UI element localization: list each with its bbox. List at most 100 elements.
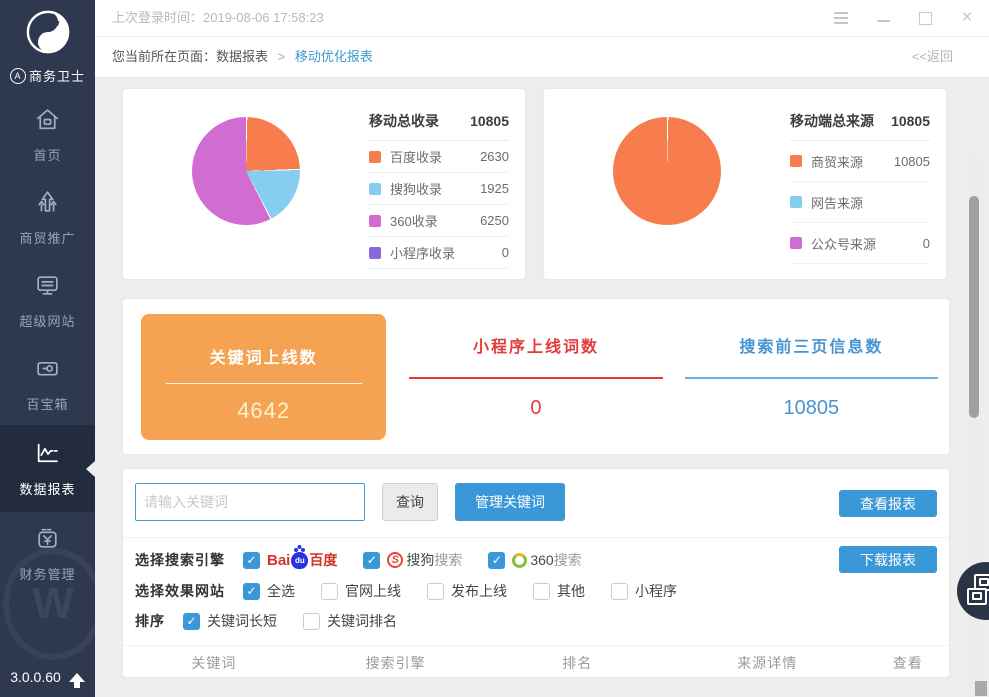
scrollbar-corner[interactable] [975,681,987,696]
checkbox-select-all[interactable] [243,582,260,600]
checkbox-publish-online[interactable] [427,582,444,600]
site-filter-label: 选择效果网站 [135,583,225,599]
table-header: 关键词 搜索引擎 排名 来源详情 查看 [123,645,949,680]
sidebar-item-data-report[interactable]: 数据报表 [0,425,95,512]
column-view: 查看 [892,655,923,671]
sidebar-item-label: 百宝箱 [26,396,69,412]
stacked-windows-icon [967,588,987,605]
sidebar-item-super-website[interactable]: 超级网站 [0,259,95,342]
pie-chart-mobile-index [192,117,300,225]
sidebar-item-promotion[interactable]: 商贸推广 [0,176,95,259]
breadcrumb: 您当前所在页面：数据报表 > 移动优化报表 [112,37,373,77]
legend-title: 移动端总来源 [790,113,874,129]
sidebar-item-home[interactable]: 首页 [0,93,95,176]
stat-miniprogram-words: 小程序上线词数 0 [398,333,673,420]
stat-title: 小程序上线词数 [472,339,599,356]
stat-value: 10805 [783,397,840,419]
swatch-wechat-source [790,237,802,249]
keyword-input[interactable] [135,483,365,521]
engine-filter-row: 选择搜索引擎 Bai du 百度 S 搜狗 搜索 360 搜索 [135,547,582,572]
menu-icon[interactable] [833,10,849,26]
update-arrow-icon[interactable] [68,672,85,688]
column-rank: 排名 [562,655,593,671]
breadcrumb-separator: > [277,49,286,64]
checkbox-keyword-rank[interactable] [303,612,320,630]
breadcrumb-bar: 您当前所在页面：数据报表 > 移动优化报表 <<返回 [95,37,989,78]
checkbox-sogou[interactable] [363,551,381,569]
legend-total: 10805 [891,113,930,129]
swatch-miniprogram [369,246,381,259]
legend-row: 网告来源 [790,182,930,223]
checkbox-360[interactable] [488,551,506,569]
baidu-paw-icon: du [291,547,309,569]
sidebar-item-toolbox[interactable]: 百宝箱 [0,342,95,425]
view-report-button[interactable]: 查看报表 [839,490,937,517]
checkbox-other[interactable] [533,582,550,600]
baidu-logo: Bai du 百度 [267,547,338,569]
home-icon [34,106,61,138]
legend-title: 移动总收录 [369,113,439,129]
sort-row: 排序 关键词长短 关键词排名 [135,609,423,633]
sidebar-item-label: 超级网站 [19,313,76,329]
360-logo: 360 搜索 [512,550,582,570]
brand: A 商务卫士 [9,66,85,85]
last-login-text: 上次登录时间：2019-08-06 17:58:23 [112,10,324,25]
legend-mobile-index: 移动总收录 10805 百度收录 2630 搜狗收录 1925 360收录 62… [369,105,509,269]
sort-label: 排序 [135,613,165,629]
stat-value: 0 [530,397,542,419]
checkbox-baidu[interactable] [243,551,260,569]
titlebar: 上次登录时间：2019-08-06 17:58:23 × [95,0,989,37]
swatch-sogou [369,182,381,195]
breadcrumb-section: 数据报表 [216,49,269,64]
swatch-360 [369,214,381,227]
legend-row: 搜狗收录 1925 [369,173,509,205]
sogou-s-icon: S [387,552,404,568]
legend-total: 10805 [470,113,509,129]
legend-row: 商贸来源 10805 [790,141,930,182]
checkbox-official-site[interactable] [321,582,338,600]
card-mobile-source: 移动端总来源 10805 商贸来源 10805 网告来源 公众号来源 0 [543,88,947,280]
site-filter-row: 选择效果网站 全选 官网上线 发布上线 其他 小程序 [135,579,703,603]
legend-mobile-source: 移动端总来源 10805 商贸来源 10805 网告来源 公众号来源 0 [790,105,930,264]
feedback-float-button[interactable] [957,562,989,620]
scrollbar-track[interactable] [969,156,979,697]
main-content: 移动总收录 10805 百度收录 2630 搜狗收录 1925 360收录 62… [95,78,989,697]
engine-filter-label: 选择搜索引擎 [135,552,225,568]
download-report-button[interactable]: 下载报表 [839,546,937,573]
minimize-button[interactable] [875,10,891,26]
stat-title: 搜索前三页信息数 [739,339,884,356]
back-link[interactable]: <<返回 [911,49,953,64]
checkbox-keyword-length[interactable] [183,612,200,630]
column-source-detail: 来源详情 [737,655,798,671]
toolbox-icon [34,355,61,387]
shield-watermark: W [3,548,95,660]
pie-chart-mobile-source [613,117,721,225]
column-search-engine: 搜索引擎 [365,655,426,671]
swatch-ad-source [790,196,802,208]
legend-row: 公众号来源 0 [790,223,930,264]
card-filter: 查询 管理关键词 查看报表 下载报表 选择搜索引擎 Bai du 百度 S 搜狗… [122,468,950,678]
line-chart-icon [34,440,61,472]
maximize-button[interactable] [917,10,933,26]
legend-row: 小程序收录 0 [369,237,509,269]
brand-badge-icon: A [9,67,26,84]
swatch-trade-source [790,155,802,167]
sogou-logo: S 搜狗 搜索 [387,550,462,570]
360-ring-icon [512,552,528,568]
stat-keywords-online: 关键词上线数 4642 [123,313,398,440]
column-keyword: 关键词 [191,655,237,671]
breadcrumb-label: 您当前所在页面： [112,49,217,64]
legend-row: 360收录 6250 [369,205,509,237]
stat-top3-pages-info: 搜索前三页信息数 10805 [674,333,949,420]
monitor-icon [34,272,61,304]
sidebar-item-label: 商贸推广 [19,230,76,246]
query-button[interactable]: 查询 [382,483,438,521]
close-button[interactable]: × [961,7,973,28]
scrollbar-thumb[interactable] [969,196,979,418]
sidebar-item-label: 首页 [33,147,62,163]
promotion-arrows-icon [34,189,61,221]
checkbox-miniprogram[interactable] [611,582,628,600]
manage-keywords-button[interactable]: 管理关键词 [455,483,565,521]
card-stats: 关键词上线数 4642 小程序上线词数 0 搜索前三页信息数 10805 [122,298,950,455]
